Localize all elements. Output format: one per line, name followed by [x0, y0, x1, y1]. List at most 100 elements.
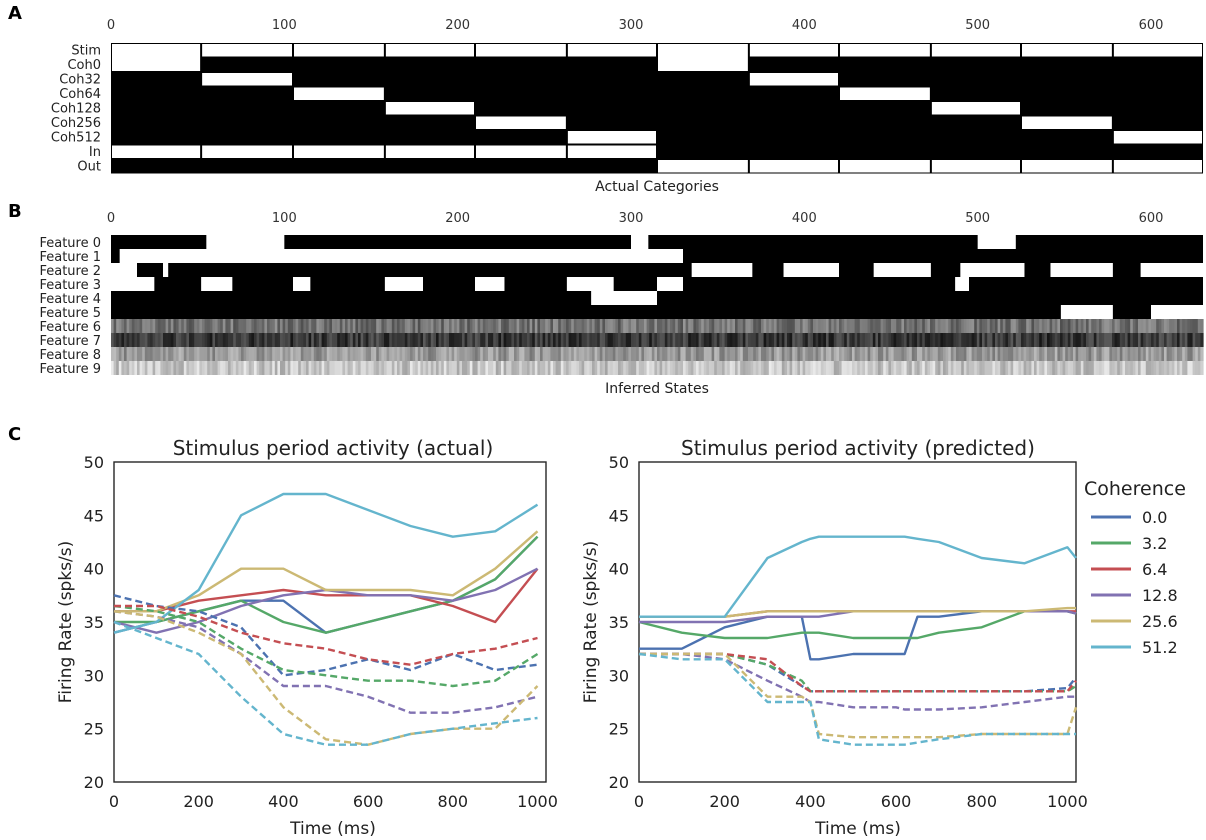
state-noise-cell: [974, 319, 978, 333]
state-noise-cell: [550, 319, 554, 333]
state-noise-cell: [407, 347, 411, 361]
state-noise-cell: [984, 347, 988, 361]
state-noise-cell: [735, 347, 739, 361]
state-noise-cell: [233, 361, 237, 375]
state-noise-cell: [1073, 333, 1077, 347]
state-noise-cell: [1005, 347, 1009, 361]
state-noise-cell: [963, 333, 967, 347]
state-noise-cell: [631, 347, 635, 361]
state-noise-cell: [1039, 333, 1043, 347]
state-noise-cell: [768, 347, 772, 361]
state-noise-cell: [992, 347, 996, 361]
state-noise-cell: [202, 361, 206, 375]
state-noise-cell: [204, 347, 208, 361]
state-noise-cell: [659, 319, 663, 333]
state-noise-cell: [384, 333, 388, 347]
state-noise-cell: [506, 319, 510, 333]
state-noise-cell: [402, 347, 406, 361]
state-noise-cell: [1008, 361, 1012, 375]
state-noise-cell: [295, 347, 299, 361]
state-segment: [1060, 305, 1113, 319]
state-segment: [475, 277, 505, 291]
actual-y-tick-label: 30: [84, 666, 104, 685]
state-noise-cell: [261, 347, 265, 361]
state-noise-cell: [1044, 347, 1048, 361]
state-noise-cell: [592, 333, 596, 347]
state-noise-cell: [1028, 347, 1032, 361]
state-noise-cell: [178, 361, 182, 375]
state-noise-cell: [449, 333, 453, 347]
state-noise-cell: [256, 361, 260, 375]
state-noise-cell: [683, 361, 687, 375]
state-noise-cell: [701, 347, 705, 361]
state-noise-cell: [142, 333, 146, 347]
state-noise-cell: [984, 333, 988, 347]
state-noise-cell: [696, 347, 700, 361]
row-label-feature-0: Feature 0: [39, 236, 101, 251]
actual-categories-x-tick-label: 400: [792, 18, 817, 33]
state-noise-cell: [680, 361, 684, 375]
state-noise-cell: [529, 333, 533, 347]
state-noise-cell: [360, 333, 364, 347]
state-noise-cell: [1067, 361, 1071, 375]
state-noise-cell: [716, 319, 720, 333]
state-noise-cell: [573, 361, 577, 375]
state-noise-cell: [605, 333, 609, 347]
state-noise-cell: [1145, 319, 1149, 333]
state-noise-cell: [1078, 347, 1082, 361]
state-noise-cell: [410, 347, 414, 361]
state-noise-cell: [402, 333, 406, 347]
state-noise-cell: [651, 347, 655, 361]
state-noise-cell: [891, 361, 895, 375]
state-noise-cell: [113, 319, 117, 333]
predicted-y-tick-label: 35: [609, 613, 629, 632]
state-noise-cell: [940, 333, 944, 347]
state-noise-cell: [1182, 333, 1186, 347]
state-noise-cell: [901, 333, 905, 347]
actual-series-3-2-solid: [114, 535, 539, 634]
state-noise-cell: [792, 347, 796, 361]
state-noise-cell: [917, 319, 921, 333]
state-noise-cell: [971, 319, 975, 333]
state-noise-cell: [345, 347, 349, 361]
state-noise-cell: [126, 319, 130, 333]
state-noise-cell: [953, 333, 957, 347]
state-noise-cell: [243, 347, 247, 361]
row-label-feature-8: Feature 8: [39, 348, 101, 363]
state-noise-cell: [433, 347, 437, 361]
state-noise-cell: [724, 319, 728, 333]
state-noise-cell: [748, 361, 752, 375]
state-noise-cell: [870, 333, 874, 347]
state-noise-cell: [215, 333, 219, 347]
state-noise-cell: [623, 333, 627, 347]
state-noise-cell: [243, 333, 247, 347]
state-noise-cell: [883, 333, 887, 347]
legend-label-6-4: 6.4: [1142, 560, 1167, 579]
stim-cell: [749, 44, 838, 57]
state-noise-cell: [794, 333, 798, 347]
state-noise-cell: [563, 347, 567, 361]
state-noise-cell: [688, 333, 692, 347]
state-noise-cell: [573, 333, 577, 347]
state-noise-cell: [436, 361, 440, 375]
actual-categories-x-tick-label: 100: [272, 18, 297, 33]
state-noise-cell: [155, 333, 159, 347]
state-noise-cell: [1075, 347, 1079, 361]
state-noise-cell: [111, 361, 115, 375]
state-noise-cell: [888, 319, 892, 333]
target-cell: [202, 145, 292, 158]
state-noise-cell: [1021, 319, 1025, 333]
state-noise-cell: [1158, 333, 1162, 347]
state-noise-cell: [979, 361, 983, 375]
state-noise-cell: [675, 361, 679, 375]
state-noise-cell: [646, 333, 650, 347]
state-noise-cell: [371, 361, 375, 375]
state-noise-cell: [716, 347, 720, 361]
state-noise-cell: [701, 361, 705, 375]
state-segment: [111, 277, 155, 291]
state-noise-cell: [433, 319, 437, 333]
state-noise-cell: [1039, 361, 1043, 375]
state-noise-cell: [267, 347, 271, 361]
state-noise-cell: [542, 347, 546, 361]
state-noise-cell: [883, 361, 887, 375]
